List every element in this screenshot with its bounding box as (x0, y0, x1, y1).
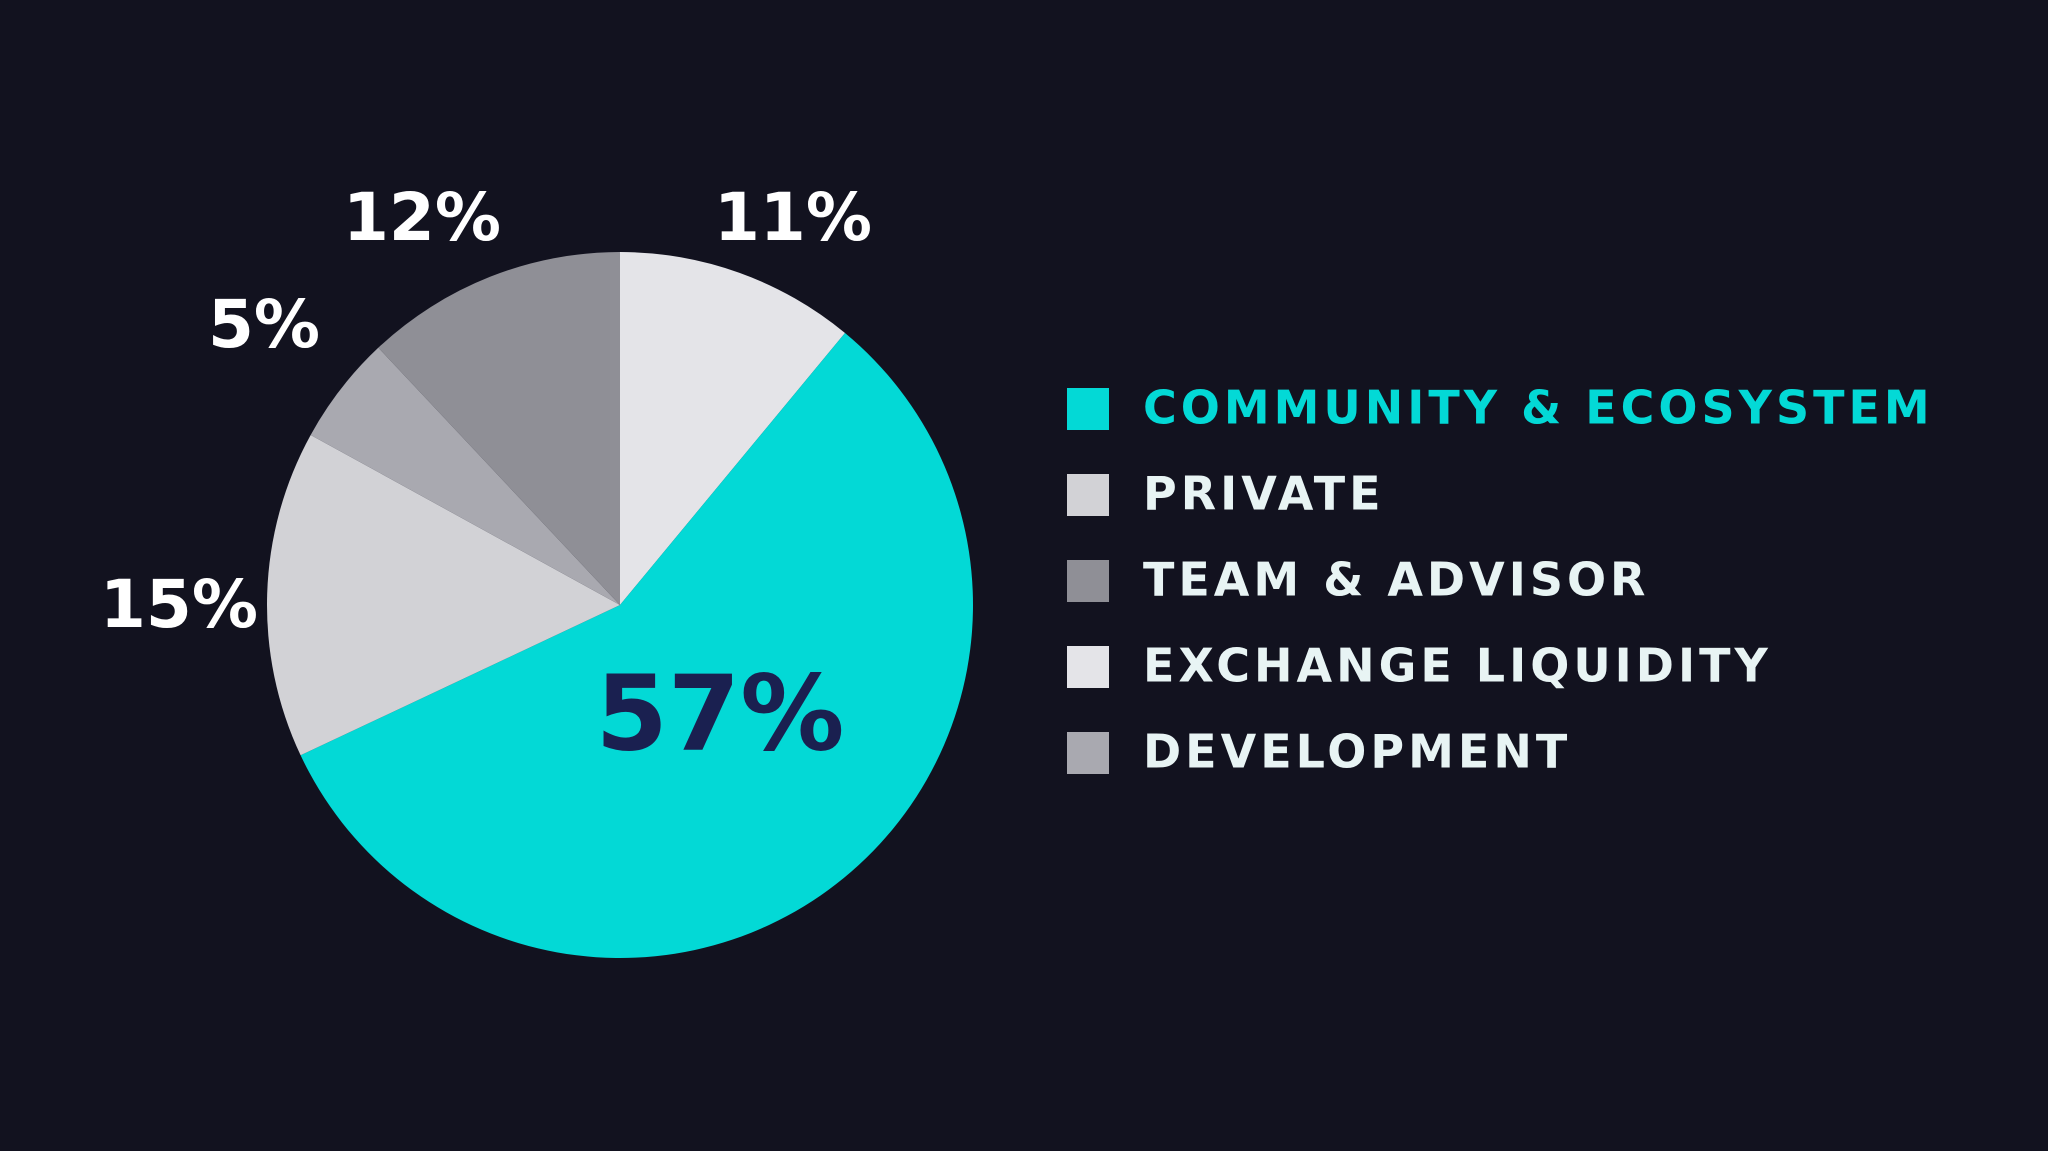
legend-label: TEAM & ADVISOR (1143, 553, 1649, 607)
legend-swatch (1067, 388, 1109, 430)
legend-label: PRIVATE (1143, 467, 1385, 521)
legend-swatch (1067, 560, 1109, 602)
value-label: 11% (714, 179, 872, 256)
pie-slice (378, 252, 620, 605)
legend-swatch (1067, 732, 1109, 774)
legend-swatch (1067, 646, 1109, 688)
legend-label: DEVELOPMENT (1143, 725, 1571, 779)
value-label: 5% (208, 286, 320, 363)
value-label: 15% (100, 566, 258, 643)
pie-slice (300, 333, 973, 959)
pie-slice (310, 347, 620, 605)
value-label: 12% (343, 179, 501, 256)
pie-slice (620, 252, 846, 605)
legend-label: EXCHANGE LIQUIDITY (1143, 639, 1772, 693)
value-label: 57% (596, 652, 845, 774)
legend-label: COMMUNITY & ECOSYSTEM (1143, 381, 1934, 435)
pie-slice (267, 434, 620, 756)
legend-swatch (1067, 474, 1109, 516)
